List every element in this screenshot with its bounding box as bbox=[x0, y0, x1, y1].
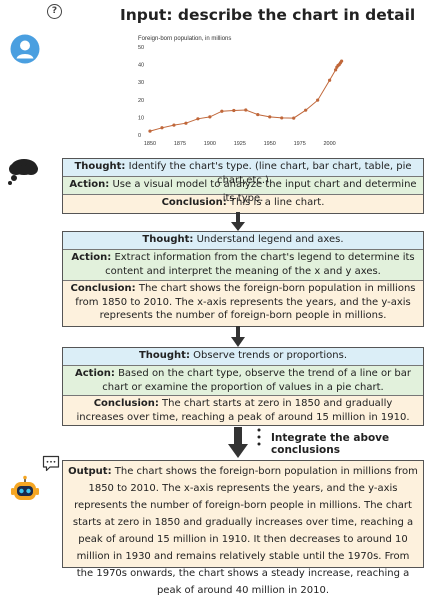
conclusion-label: Conclusion: bbox=[93, 398, 159, 409]
step-3-conclusion: Conclusion: The chart starts at zero in … bbox=[63, 396, 423, 425]
x-tick-label: 1925 bbox=[234, 141, 246, 147]
action-text: Extract information from the chart's leg… bbox=[105, 252, 415, 277]
x-tick-label: 2000 bbox=[324, 141, 336, 147]
data-point bbox=[244, 108, 248, 112]
data-point bbox=[334, 68, 338, 72]
robot-icon bbox=[11, 475, 39, 500]
conclusion-text: The chart shows the foreign-born populat… bbox=[75, 283, 416, 321]
data-point bbox=[196, 117, 200, 121]
data-point bbox=[208, 115, 212, 119]
thought-cloud-icon bbox=[8, 159, 38, 185]
down-arrow-icon bbox=[231, 212, 245, 231]
data-point bbox=[220, 109, 224, 113]
question-mark-icon[interactable]: ? bbox=[47, 4, 62, 19]
data-point bbox=[148, 129, 152, 133]
data-point bbox=[316, 98, 320, 102]
data-point bbox=[256, 112, 260, 117]
step-1-action: Action: Use a visual model to analyze th… bbox=[63, 177, 423, 204]
y-tick-label: 10 bbox=[138, 115, 144, 121]
y-tick-label: 30 bbox=[138, 80, 144, 86]
y-tick-label: 20 bbox=[138, 98, 144, 104]
conclusion-label: Conclusion: bbox=[70, 283, 136, 294]
step-1-box: Thought: Identify the chart's type. (lin… bbox=[62, 158, 424, 214]
conclusion-label: Conclusion: bbox=[161, 197, 227, 208]
step-2-action: Action: Extract information from the cha… bbox=[63, 250, 423, 281]
series-line bbox=[149, 60, 343, 132]
step-2-box: Thought: Understand legend and axes. Act… bbox=[62, 231, 424, 327]
action-label: Action: bbox=[75, 368, 115, 379]
x-tick-label: 1900 bbox=[204, 141, 216, 147]
data-point bbox=[328, 78, 332, 82]
step-2-thought: Thought: Understand legend and axes. bbox=[63, 232, 423, 250]
x-tick-label: 1875 bbox=[174, 141, 186, 147]
data-point bbox=[304, 108, 308, 112]
action-label: Action: bbox=[69, 179, 110, 190]
step-3-action: Action: Based on the chart type, observe… bbox=[63, 366, 423, 396]
y-tick-label: 40 bbox=[138, 63, 144, 69]
data-point bbox=[160, 126, 164, 130]
chat-bubble-icon bbox=[42, 455, 60, 472]
step-1-conclusion: Conclusion: This is a line chart. bbox=[63, 195, 423, 213]
output-box: Output: The chart shows the foreign-born… bbox=[62, 460, 424, 596]
step-3-box: Thought: Observe trends or proportions. … bbox=[62, 347, 424, 426]
y-tick-label: 0 bbox=[138, 133, 141, 139]
down-arrow-icon bbox=[231, 326, 245, 347]
y-tick-label: 50 bbox=[138, 45, 144, 51]
step-1-thought: Thought: Identify the chart's type. (lin… bbox=[63, 159, 423, 186]
action-label: Action: bbox=[71, 252, 112, 263]
data-point bbox=[280, 116, 284, 120]
conclusion-text: This is a line chart. bbox=[229, 197, 325, 208]
more-vertical-icon bbox=[257, 428, 261, 446]
x-tick-label: 1975 bbox=[294, 141, 306, 147]
x-tick-label: 1850 bbox=[144, 141, 156, 147]
thought-label: Thought: bbox=[142, 234, 194, 245]
thought-text: Understand legend and axes. bbox=[196, 234, 344, 245]
output-label: Output: bbox=[68, 466, 112, 477]
thought-label: Thought: bbox=[74, 161, 126, 172]
integrate-label: Integrate the above conclusions bbox=[271, 432, 390, 456]
step-3-thought: Thought: Observe trends or proportions. bbox=[63, 348, 423, 366]
input-chart: Foreign-born population, in millions 0 10 2… bbox=[136, 33, 356, 153]
data-point bbox=[172, 123, 176, 127]
data-point bbox=[268, 115, 272, 119]
conclusion-text: The chart starts at zero in 1850 and gra… bbox=[76, 398, 410, 423]
x-tick-label: 1950 bbox=[264, 141, 276, 147]
page-title: Input: describe the chart in detail bbox=[120, 6, 416, 24]
output-text: The chart shows the foreign-born populat… bbox=[72, 466, 418, 596]
data-point bbox=[184, 121, 188, 125]
data-point bbox=[292, 116, 296, 120]
user-avatar-icon bbox=[10, 34, 40, 64]
down-arrow-icon bbox=[228, 427, 248, 458]
data-point bbox=[340, 59, 344, 63]
chart-title: Foreign-born population, in millions bbox=[138, 36, 231, 42]
step-2-conclusion: Conclusion: The chart shows the foreign-… bbox=[63, 281, 423, 326]
action-text: Based on the chart type, observe the tre… bbox=[102, 368, 411, 393]
data-point bbox=[232, 108, 236, 113]
thought-text: Observe trends or proportions. bbox=[193, 350, 348, 361]
thought-label: Thought: bbox=[138, 350, 190, 361]
